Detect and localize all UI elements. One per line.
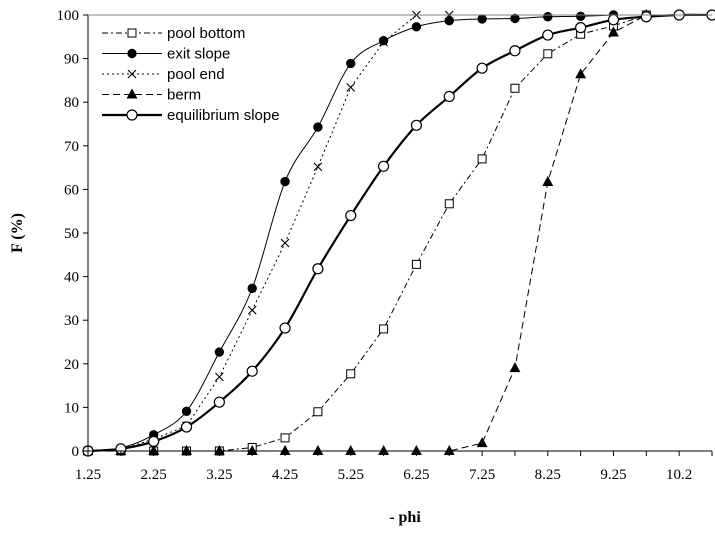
point-pool-bottom xyxy=(280,433,290,443)
x-tick-label: 8.25 xyxy=(535,467,561,483)
legend-marker-berm xyxy=(126,88,138,99)
point-equilibrium-slope xyxy=(213,396,225,408)
point-pool-bottom xyxy=(543,49,553,59)
point-pool-end xyxy=(346,82,356,92)
legend-label-exit-slope: exit slope xyxy=(167,46,230,63)
point-equilibrium-slope xyxy=(607,14,620,26)
y-tick-label: 0 xyxy=(72,444,80,460)
point-berm xyxy=(608,26,619,37)
legend: pool bottom exit slope pool end berm equilib… xyxy=(102,25,280,124)
point-pool-end xyxy=(214,372,224,382)
point-equilibrium-slope xyxy=(345,209,357,222)
y-tick-label: 40 xyxy=(64,270,79,286)
y-tick-label: 30 xyxy=(64,313,79,329)
y-axis-title: F (%) xyxy=(9,213,26,253)
legend-label-berm: berm xyxy=(167,87,201,104)
point-equilibrium-slope xyxy=(180,421,193,433)
point-equilibrium-slope xyxy=(148,435,160,448)
y-tick-label: 100 xyxy=(57,8,80,24)
point-equilibrium-slope xyxy=(575,22,587,34)
point-berm xyxy=(575,68,587,79)
x-tick-label: 6.25 xyxy=(403,467,429,483)
axes-layer xyxy=(83,14,713,456)
point-exit-slope xyxy=(280,176,290,187)
point-exit-slope xyxy=(214,347,225,357)
point-berm xyxy=(476,437,488,448)
x-tick-label: 4.25 xyxy=(272,467,298,483)
legend-label-pool-bottom: pool bottom xyxy=(167,25,245,42)
point-exit-slope xyxy=(543,12,553,22)
point-pool-end xyxy=(247,305,257,315)
legend-marker-equilibrium-slope xyxy=(126,109,138,121)
point-equilibrium-slope xyxy=(312,263,324,275)
point-pool-bottom xyxy=(379,324,389,334)
series-line-exit-slope xyxy=(87,14,614,451)
point-exit-slope xyxy=(346,58,356,69)
point-equilibrium-slope xyxy=(640,11,652,23)
point-berm xyxy=(509,362,521,373)
point-pool-bottom xyxy=(313,407,323,417)
point-exit-slope xyxy=(477,14,487,24)
point-equilibrium-slope xyxy=(279,322,291,334)
point-equilibrium-slope xyxy=(509,45,521,57)
point-exit-slope xyxy=(575,11,586,22)
point-exit-slope xyxy=(411,22,422,32)
point-exit-slope xyxy=(181,406,192,417)
point-equilibrium-slope xyxy=(443,90,455,103)
y-tick-label: 20 xyxy=(64,357,79,373)
legend-label-pool-end: pool end xyxy=(167,66,225,83)
x-axis-title: - phi xyxy=(389,509,421,526)
point-exit-slope xyxy=(444,15,454,26)
y-tick-label: 70 xyxy=(64,139,79,155)
tick-labels: 0 10 20 30 40 50 60 70 80 90 100 1.25 2.25 3.25 4.25 5.… xyxy=(57,8,693,483)
point-equilibrium-slope xyxy=(542,29,554,41)
point-berm xyxy=(542,175,554,186)
x-tick-label: 2.25 xyxy=(141,467,167,483)
point-pool-end xyxy=(313,162,323,172)
x-tick-label: 9.25 xyxy=(600,467,626,483)
point-pool-end xyxy=(280,238,290,248)
point-pool-end xyxy=(379,37,388,47)
legend-marker-pool-bottom xyxy=(127,28,137,38)
legend-marker-exit-slope xyxy=(127,48,137,59)
x-tick-label: 5.25 xyxy=(338,467,364,483)
y-tick-label: 60 xyxy=(64,182,79,198)
point-pool-bottom xyxy=(411,259,421,269)
point-equilibrium-slope xyxy=(246,365,258,377)
x-tick-label: 7.25 xyxy=(469,467,495,483)
x-tick-label: 10.2 xyxy=(666,467,692,483)
point-pool-bottom xyxy=(444,199,454,209)
point-equilibrium-slope xyxy=(410,119,423,131)
plot-area xyxy=(88,15,712,451)
x-tick-label: 1.25 xyxy=(75,467,101,483)
point-pool-bottom xyxy=(346,369,356,379)
y-tick-label: 10 xyxy=(64,400,79,416)
point-exit-slope xyxy=(510,13,520,24)
point-pool-bottom xyxy=(477,154,487,164)
legend-label-equilibrium-slope: equilibrium slope xyxy=(167,107,280,124)
point-exit-slope xyxy=(313,122,323,132)
point-exit-slope xyxy=(378,36,389,46)
point-pool-bottom xyxy=(510,83,520,93)
y-tick-label: 50 xyxy=(64,226,79,242)
point-equilibrium-slope xyxy=(377,160,390,172)
point-equilibrium-slope xyxy=(476,62,488,74)
y-tick-label: 80 xyxy=(64,95,79,111)
point-exit-slope xyxy=(247,283,257,294)
legend-marker-pool-end xyxy=(127,69,137,79)
y-tick-label: 90 xyxy=(64,52,79,68)
x-tick-label: 3.25 xyxy=(206,467,232,483)
